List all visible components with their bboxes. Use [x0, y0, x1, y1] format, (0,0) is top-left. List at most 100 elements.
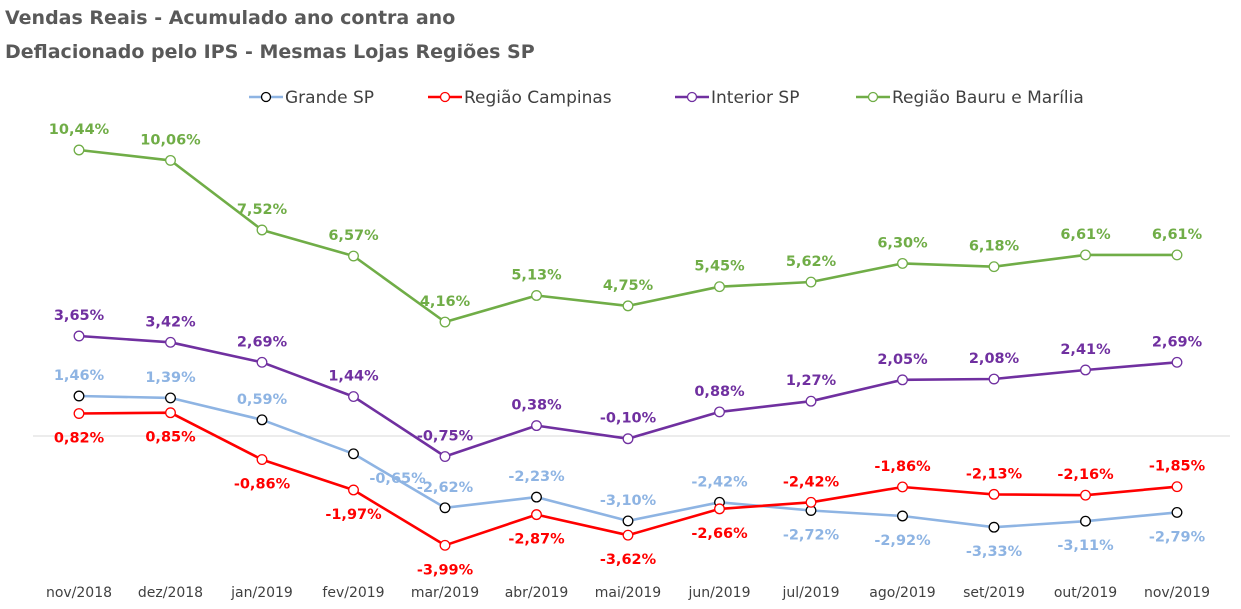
data-point-regiao-campinas — [988, 488, 1000, 500]
data-point-regiao-campinas — [531, 509, 542, 521]
chart-legend: Grande SP Região Campinas Interior SP Regiã… — [249, 88, 1084, 108]
data-point-regiao-campinas — [439, 539, 451, 551]
data-point-grande-sp — [439, 502, 451, 514]
legend-item-regiao-campinas: Região Campinas — [428, 88, 612, 108]
data-label-regiao-bauru-e-marilia: 4,75% — [603, 278, 654, 294]
data-label-regiao-bauru-e-marilia: 10,44% — [49, 122, 110, 138]
data-label-regiao-campinas: -2,13% — [966, 466, 1023, 482]
data-label-grande-sp: 1,46% — [54, 368, 105, 384]
x-tick-label: jul/2019 — [782, 585, 840, 601]
data-label-regiao-campinas: -0,86% — [234, 477, 291, 493]
data-point-regiao-bauru-e-marilia — [714, 281, 725, 293]
data-point-interior-sp — [897, 374, 908, 386]
data-label-grande-sp: -2,23% — [508, 469, 565, 485]
data-label-regiao-bauru-e-marilia: 6,61% — [1152, 227, 1203, 243]
x-tick-label: nov/2019 — [1144, 585, 1210, 601]
data-point-regiao-bauru-e-marilia — [988, 261, 1000, 273]
data-label-grande-sp: -3,33% — [966, 544, 1023, 560]
x-tick-label: set/2019 — [963, 585, 1025, 601]
data-point-regiao-campinas — [805, 496, 817, 508]
data-point-grande-sp — [256, 414, 268, 426]
data-label-regiao-bauru-e-marilia: 5,13% — [511, 267, 562, 283]
data-label-interior-sp: 2,08% — [969, 351, 1020, 367]
data-point-regiao-bauru-e-marilia — [805, 276, 817, 288]
data-point-regiao-campinas — [714, 503, 725, 515]
data-label-interior-sp: 1,27% — [786, 373, 837, 389]
data-point-regiao-bauru-e-marilia — [897, 257, 908, 269]
data-point-regiao-bauru-e-marilia — [73, 144, 85, 156]
data-point-grande-sp — [165, 392, 176, 404]
x-tick-label: mai/2019 — [595, 585, 661, 601]
data-point-interior-sp — [256, 356, 268, 368]
data-label-interior-sp: 1,44% — [328, 369, 379, 385]
data-label-interior-sp: -0,10% — [600, 411, 657, 427]
data-point-interior-sp — [1080, 364, 1091, 376]
x-tick-label: fev/2019 — [322, 585, 384, 601]
data-point-regiao-bauru-e-marilia — [256, 224, 268, 236]
legend-item-regiao-bauru-e-marilia: Região Bauru e Marília — [856, 88, 1084, 108]
data-label-regiao-bauru-e-marilia: 6,30% — [877, 235, 928, 251]
data-point-interior-sp — [622, 433, 634, 445]
data-point-grande-sp — [348, 448, 359, 460]
data-label-regiao-campinas: -1,86% — [874, 459, 931, 475]
data-label-regiao-campinas: -2,87% — [508, 532, 565, 548]
data-label-interior-sp: 2,41% — [1060, 342, 1111, 358]
data-label-interior-sp: 2,05% — [877, 352, 928, 368]
data-point-interior-sp — [531, 420, 542, 432]
x-tick-label: nov/2018 — [46, 585, 112, 601]
x-tick-label: jan/2019 — [230, 585, 293, 601]
data-point-interior-sp — [988, 373, 1000, 385]
data-point-grande-sp — [897, 510, 908, 522]
data-label-grande-sp: -2,42% — [691, 474, 748, 490]
legend-label: Grande SP — [285, 88, 374, 108]
legend-marker-swatch — [260, 91, 272, 103]
chart-title: Vendas Reais - Acumulado ano contra ano … — [5, 7, 535, 63]
data-point-interior-sp — [714, 406, 725, 418]
data-point-regiao-campinas — [1080, 489, 1091, 501]
legend-label: Região Campinas — [464, 88, 612, 108]
data-label-regiao-campinas: -2,66% — [691, 526, 748, 542]
x-tick-label: ago/2019 — [869, 585, 935, 601]
data-point-interior-sp — [439, 451, 451, 462]
data-label-regiao-campinas: -1,85% — [1149, 459, 1206, 475]
data-point-regiao-campinas — [256, 454, 268, 466]
data-label-regiao-bauru-e-marilia: 6,18% — [969, 239, 1020, 255]
data-point-regiao-campinas — [165, 407, 176, 419]
data-point-regiao-campinas — [348, 484, 359, 496]
data-label-regiao-campinas: 0,85% — [145, 430, 196, 446]
data-label-grande-sp: -3,10% — [600, 493, 657, 509]
x-tick-label: out/2019 — [1054, 585, 1117, 601]
data-label-grande-sp: -3,11% — [1057, 538, 1114, 554]
series-markers — [73, 144, 1183, 551]
data-label-regiao-bauru-e-marilia: 10,06% — [140, 132, 201, 148]
data-point-grande-sp — [73, 390, 85, 402]
data-label-interior-sp: 2,69% — [237, 334, 288, 350]
data-label-regiao-campinas: -1,97% — [325, 507, 382, 523]
data-label-grande-sp: -2,92% — [874, 533, 931, 549]
data-label-grande-sp: 1,39% — [145, 370, 196, 386]
data-label-regiao-campinas: -2,42% — [783, 474, 840, 490]
data-labels: 1,46% 1,39% 0,59% -0,65%-2,62% -2,23% -3,10% -… — [49, 122, 1206, 578]
data-point-regiao-bauru-e-marilia — [165, 154, 176, 166]
legend-label: Região Bauru e Marília — [892, 88, 1084, 108]
series-line-regiao-bauru-e-marilia — [78, 148, 1177, 324]
data-label-regiao-bauru-e-marilia: 5,45% — [694, 259, 745, 275]
data-point-regiao-campinas — [1171, 481, 1183, 493]
data-label-interior-sp: 0,38% — [511, 398, 562, 414]
data-label-regiao-campinas: -2,16% — [1057, 467, 1114, 483]
data-point-grande-sp — [1171, 506, 1183, 518]
data-point-regiao-bauru-e-marilia — [1080, 249, 1091, 261]
data-label-interior-sp: 3,42% — [145, 314, 196, 330]
data-point-regiao-bauru-e-marilia — [348, 250, 359, 262]
data-point-regiao-bauru-e-marilia — [1171, 249, 1183, 261]
data-point-regiao-campinas — [73, 408, 85, 419]
data-label-interior-sp: -0,75% — [417, 429, 474, 445]
data-label-grande-sp: -0,65% — [369, 471, 426, 487]
legend-label: Interior SP — [711, 88, 799, 108]
legend-marker-swatch — [439, 91, 451, 103]
data-point-interior-sp — [805, 395, 817, 407]
legend-item-grande-sp: Grande SP — [249, 88, 374, 108]
data-point-interior-sp — [1171, 356, 1183, 368]
data-label-regiao-bauru-e-marilia: 5,62% — [786, 254, 837, 270]
